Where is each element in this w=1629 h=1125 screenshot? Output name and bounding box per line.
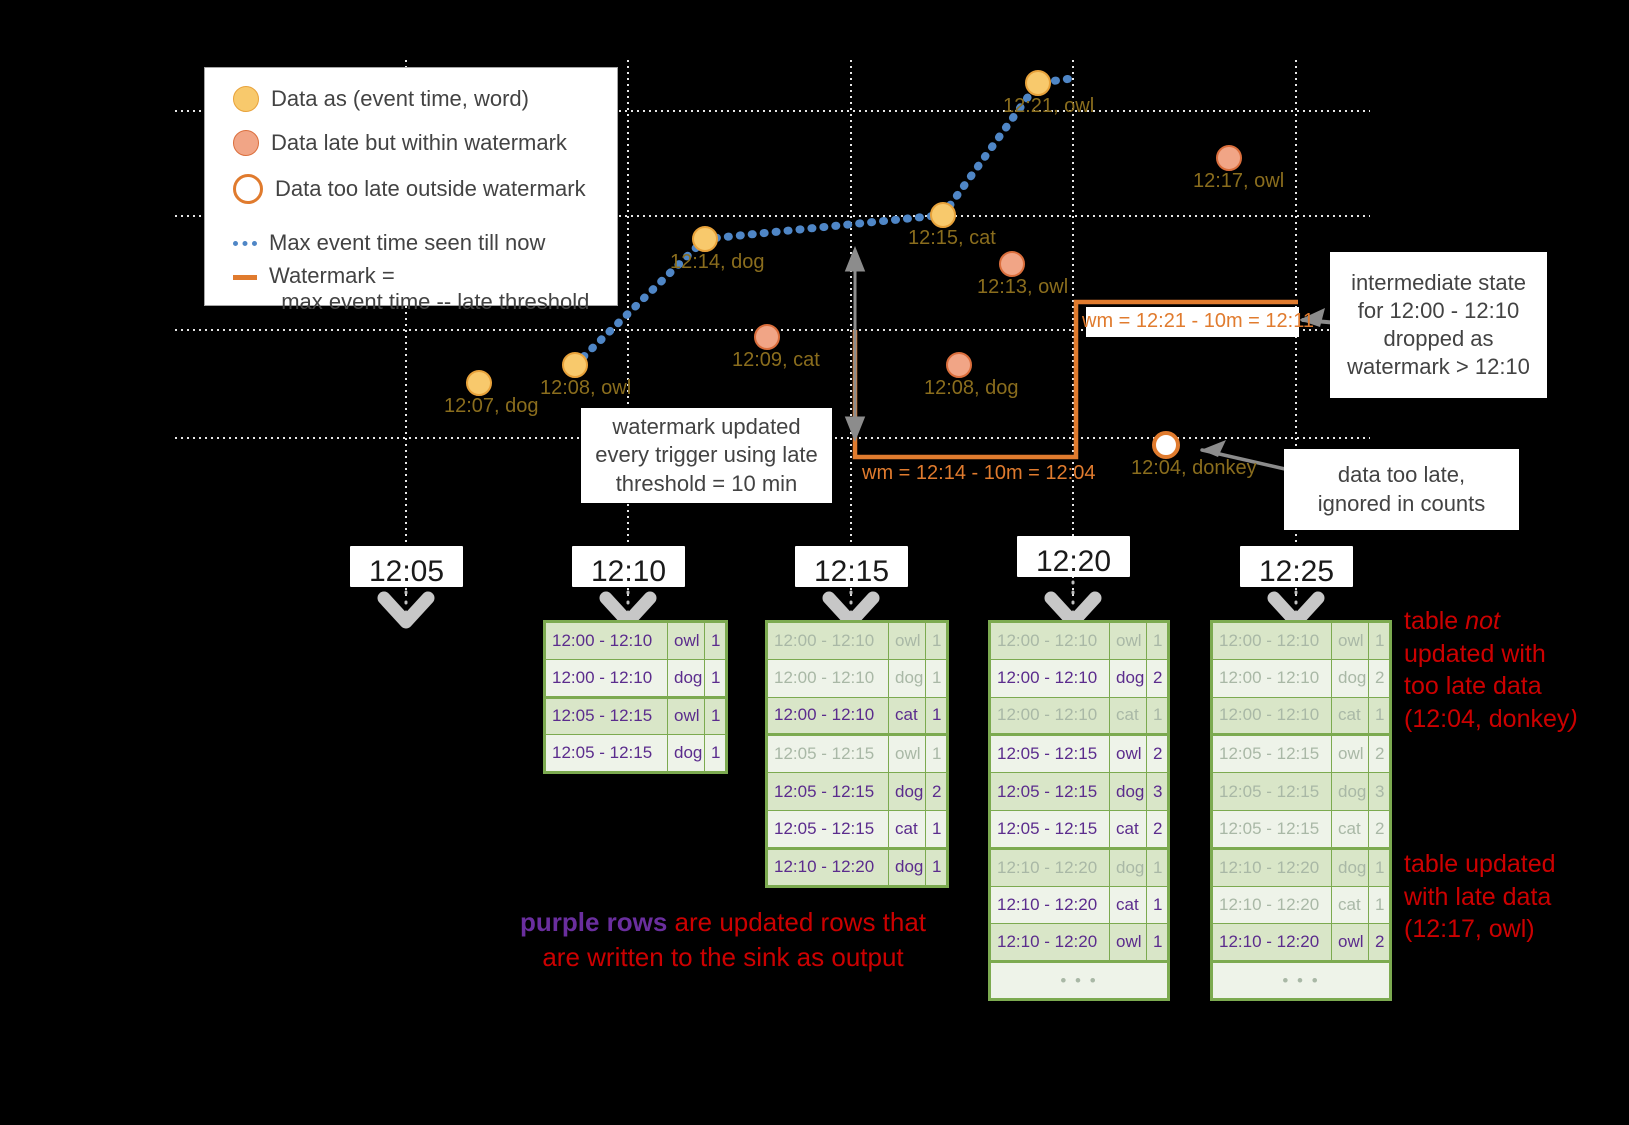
svg-text:wm = 12:14 - 10m = 12:04: wm = 12:14 - 10m = 12:04 [861, 462, 1095, 484]
svg-text:12:15, cat: 12:15, cat [908, 227, 996, 249]
svg-text:12:09, cat: 12:09, cat [732, 349, 820, 371]
svg-text:12:21, owl: 12:21, owl [1003, 95, 1094, 117]
svg-text:12:08, owl: 12:08, owl [540, 377, 631, 399]
svg-text:12:07, dog: 12:07, dog [444, 395, 539, 417]
svg-text:12:04, donkey: 12:04, donkey [1131, 457, 1257, 479]
svg-text:12:14, dog: 12:14, dog [670, 251, 765, 273]
svg-text:wm = 12:21 - 10m = 12:11: wm = 12:21 - 10m = 12:11 [1081, 310, 1314, 332]
svg-text:12:13, owl: 12:13, owl [977, 276, 1068, 298]
svg-text:12:17, owl: 12:17, owl [1193, 170, 1284, 192]
svg-text:12:08, dog: 12:08, dog [924, 377, 1019, 399]
